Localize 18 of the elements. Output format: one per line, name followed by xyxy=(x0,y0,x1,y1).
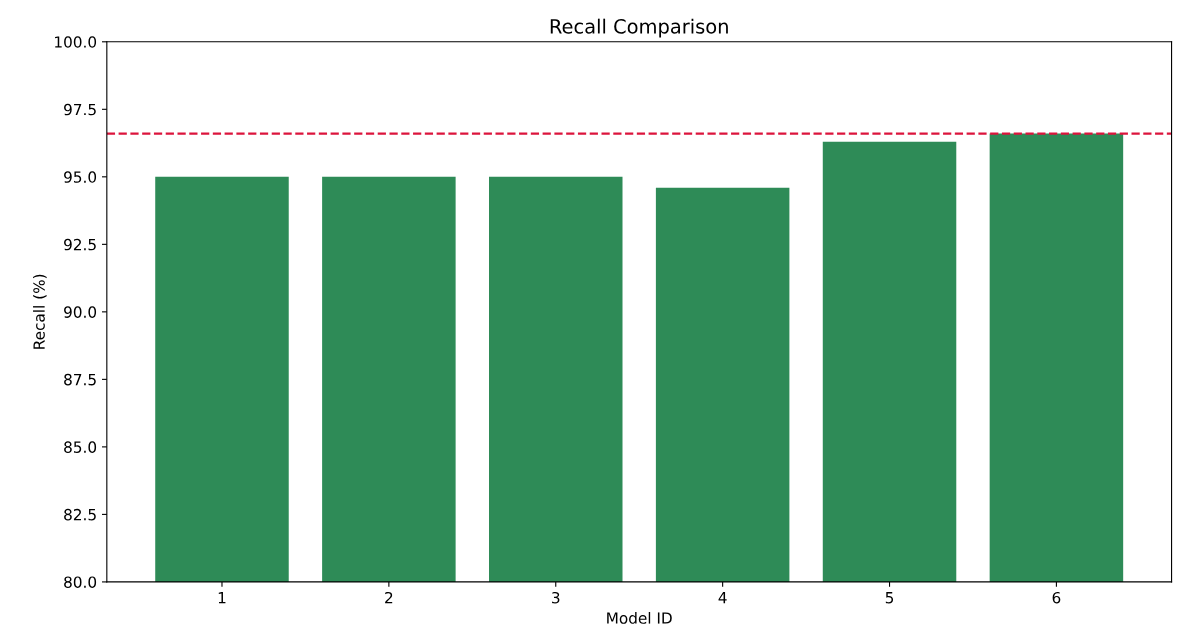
y-tick-label: 95.0 xyxy=(64,171,97,183)
y-tick-label: 87.5 xyxy=(64,373,96,386)
y-tick-label: 100.0 xyxy=(55,36,97,48)
y-tick-label: 82.5 xyxy=(64,508,96,521)
chart-title: Recall Comparison xyxy=(550,18,728,38)
x-tick-label: 2 xyxy=(385,591,393,604)
x-tick-label: 4 xyxy=(718,592,727,604)
y-tick-label: 90.0 xyxy=(64,306,97,318)
x-tick-label: 6 xyxy=(1052,591,1061,604)
x-tick-label: 5 xyxy=(885,592,894,604)
x-tick-label: 3 xyxy=(552,591,560,604)
y-axis-title: Recall (%) xyxy=(33,274,47,349)
x-tick-label: 1 xyxy=(218,592,226,604)
y-tick-label: 80.0 xyxy=(64,576,97,588)
x-axis-title: Model ID xyxy=(607,611,672,624)
y-tick-label: 97.5 xyxy=(64,103,96,116)
y-tick-label: 85.0 xyxy=(64,441,97,453)
y-tick-label: 92.5 xyxy=(64,238,96,251)
